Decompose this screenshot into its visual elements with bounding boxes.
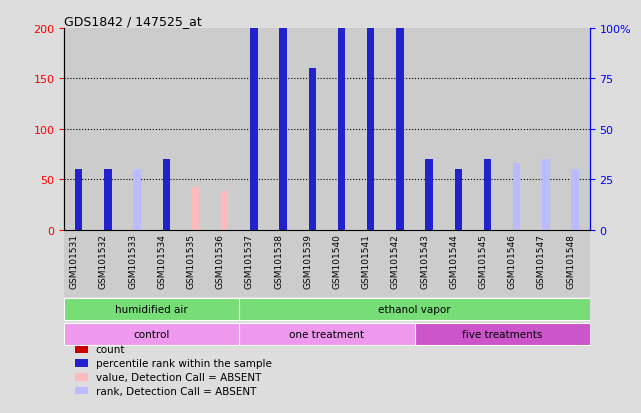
Text: GSM101548: GSM101548: [566, 233, 575, 288]
Text: GSM101542: GSM101542: [391, 233, 400, 288]
Text: GSM101533: GSM101533: [128, 233, 137, 288]
Text: rank, Detection Call = ABSENT: rank, Detection Call = ABSENT: [96, 386, 256, 396]
Bar: [75, 185, 82, 230]
Bar: [367, 66, 374, 230]
Text: control: control: [133, 329, 170, 339]
Text: GSM101544: GSM101544: [449, 233, 458, 288]
Bar: [454, 170, 462, 230]
Bar: [192, 188, 199, 230]
Bar: [454, 200, 462, 230]
Text: GDS1842 / 147525_at: GDS1842 / 147525_at: [64, 15, 202, 28]
Bar: [309, 69, 316, 230]
Bar: [74, 387, 88, 394]
Text: GSM101537: GSM101537: [245, 233, 254, 288]
Bar: [163, 160, 170, 230]
Bar: [309, 128, 316, 230]
Bar: [396, 57, 404, 230]
Bar: [74, 346, 88, 353]
Text: one treatment: one treatment: [289, 329, 365, 339]
Bar: [484, 160, 491, 230]
Bar: [239, 298, 590, 320]
Text: GSM101539: GSM101539: [303, 233, 312, 288]
Bar: [279, 78, 287, 230]
Text: GSM101540: GSM101540: [333, 233, 342, 288]
Bar: [74, 373, 88, 381]
Text: GSM101541: GSM101541: [362, 233, 370, 288]
Bar: [484, 190, 491, 230]
Text: GSM101535: GSM101535: [187, 233, 196, 288]
Bar: [64, 323, 239, 345]
Bar: [542, 180, 549, 230]
Bar: [104, 182, 112, 230]
Bar: [542, 160, 549, 230]
Bar: [338, 3, 345, 230]
Bar: [239, 323, 415, 345]
Bar: [572, 184, 579, 230]
Bar: [75, 170, 82, 230]
Bar: [133, 170, 141, 230]
Bar: [250, 87, 258, 230]
Bar: [250, 9, 258, 230]
Text: count: count: [96, 344, 125, 354]
Text: GSM101534: GSM101534: [157, 233, 166, 288]
Bar: [513, 182, 520, 230]
Text: value, Detection Call = ABSENT: value, Detection Call = ABSENT: [96, 372, 261, 382]
Bar: [396, 0, 404, 230]
Bar: [415, 323, 590, 345]
Bar: [104, 170, 112, 230]
Bar: [74, 359, 88, 367]
Text: GSM101536: GSM101536: [216, 233, 225, 288]
Text: GSM101531: GSM101531: [70, 233, 79, 288]
Bar: [64, 298, 239, 320]
Text: GSM101538: GSM101538: [274, 233, 283, 288]
Bar: [338, 79, 345, 230]
Text: five treatments: five treatments: [462, 329, 542, 339]
Bar: [572, 170, 579, 230]
Bar: [513, 164, 520, 230]
Bar: [133, 182, 141, 230]
Text: percentile rank within the sample: percentile rank within the sample: [96, 358, 272, 368]
Bar: [221, 192, 228, 230]
Bar: [426, 180, 433, 230]
Text: GSM101547: GSM101547: [537, 233, 546, 288]
Bar: [426, 160, 433, 230]
Text: GSM101532: GSM101532: [99, 233, 108, 288]
Text: GSM101543: GSM101543: [420, 233, 429, 288]
Text: GSM101546: GSM101546: [508, 233, 517, 288]
Bar: [367, 0, 374, 230]
Bar: [279, 0, 287, 230]
Text: GSM101545: GSM101545: [479, 233, 488, 288]
Bar: [163, 180, 170, 230]
Text: humidified air: humidified air: [115, 304, 188, 314]
Text: ethanol vapor: ethanol vapor: [378, 304, 451, 314]
